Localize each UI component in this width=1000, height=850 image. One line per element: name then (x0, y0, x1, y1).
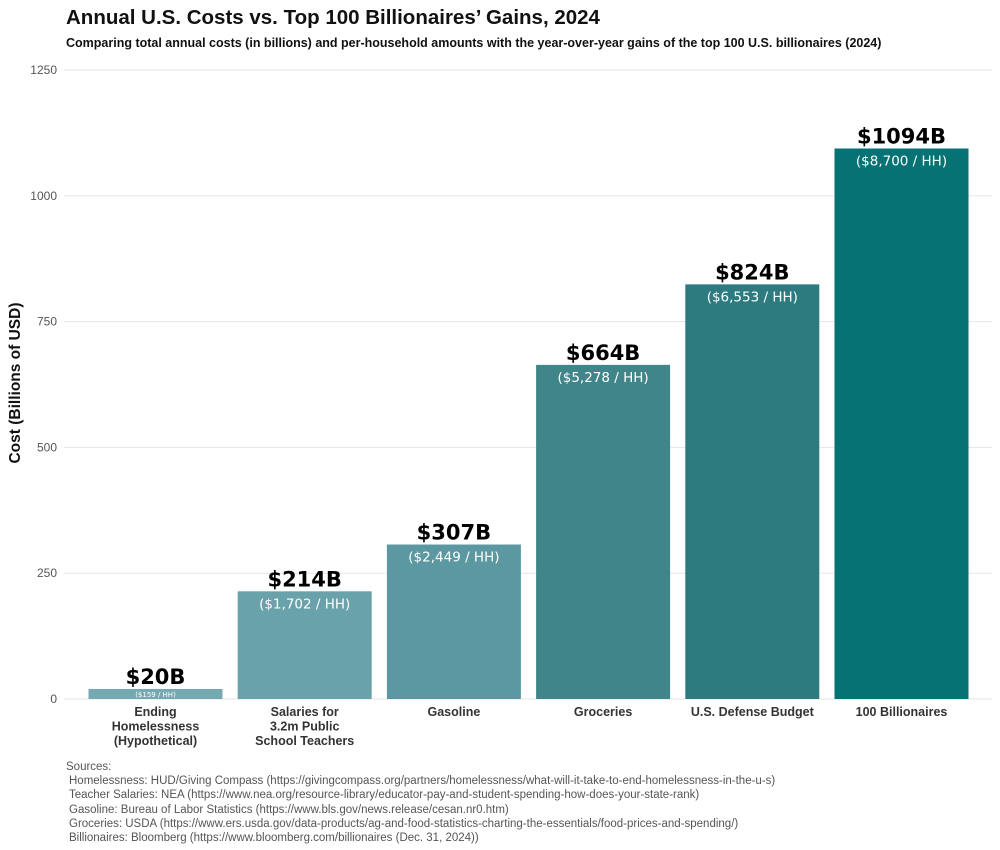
source-groceries: Groceries: USDA (https://www.ers.usda.go… (69, 817, 739, 830)
x-category-label: Ending (134, 705, 176, 719)
bar-per-household-label: ($1,702 / HH) (259, 596, 350, 612)
source-gasoline: Gasoline: Bureau of Labor Statistics (ht… (69, 803, 509, 816)
chart-subtitle: Comparing total annual costs (in billion… (66, 36, 882, 50)
source-teacher-salaries: Teacher Salaries: NEA (https://www.nea.o… (69, 789, 700, 802)
bar-value-label: $664B (566, 341, 640, 365)
y-tick-label: 750 (37, 315, 57, 329)
x-category-label: Salaries for (271, 705, 339, 719)
bar-value-label: $214B (267, 567, 341, 591)
bar (386, 544, 521, 699)
x-category-label: U.S. Defense Budget (691, 705, 815, 719)
bar-value-label: $1094B (857, 124, 946, 148)
bar-value-label: $20B (126, 665, 186, 689)
x-category-label: School Teachers (255, 734, 354, 748)
bar-value-label: $307B (417, 521, 491, 545)
bar (88, 688, 223, 699)
y-tick-label: 250 (37, 566, 57, 580)
y-tick-label: 1250 (30, 63, 57, 77)
bar-per-household-label: ($5,278 / HH) (557, 370, 648, 386)
bar-per-household-label: ($6,553 / HH) (707, 289, 798, 305)
source-homelessness: Homelessness: HUD/Giving Compass (https:… (69, 775, 776, 788)
x-category-label: Groceries (574, 705, 632, 719)
sources-block: Sources: Homelessness: HUD/Giving Compas… (66, 760, 775, 845)
x-category-label: Homelessness (112, 720, 200, 734)
bar (536, 364, 671, 699)
bar-value-label: $824B (715, 260, 789, 284)
bar-per-household-label: ($159 / HH) (135, 691, 176, 699)
bar (685, 284, 820, 699)
sources-heading: Sources: (66, 761, 112, 773)
bar (237, 591, 372, 699)
x-category-label: Gasoline (428, 705, 481, 719)
bar-per-household-label: ($8,700 / HH) (856, 153, 947, 169)
x-category-label: 100 Billionaires (856, 705, 948, 719)
x-category-label: 3.2m Public (270, 720, 340, 734)
chart-title: Annual U.S. Costs vs. Top 100 Billionair… (66, 6, 600, 29)
bar-per-household-label: ($2,449 / HH) (408, 550, 499, 566)
y-tick-label: 0 (50, 692, 57, 706)
y-tick-label: 1000 (30, 189, 57, 203)
bar (834, 148, 969, 699)
source-billionaires: Billionaires: Bloomberg (https://www.blo… (69, 832, 479, 845)
y-tick-label: 500 (37, 440, 57, 454)
x-category-label: (Hypothetical) (114, 734, 197, 748)
